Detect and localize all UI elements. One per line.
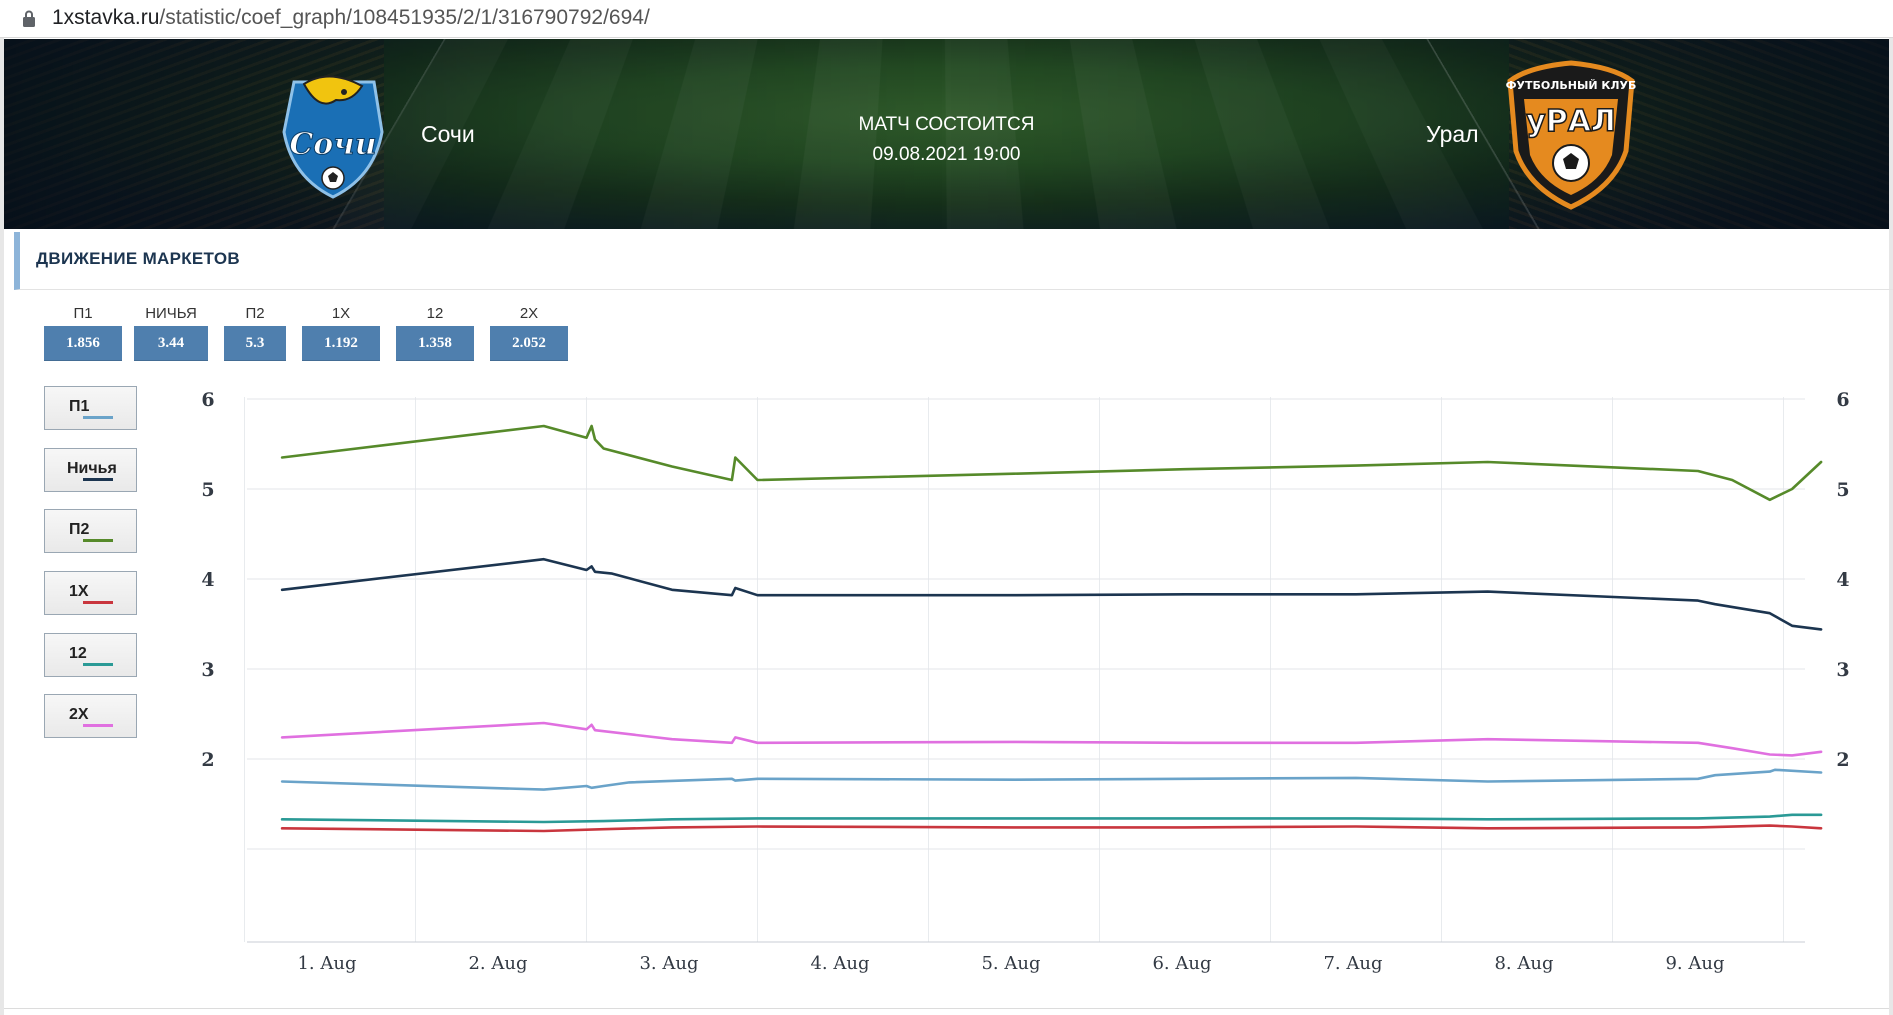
section-title: ДВИЖЕНИЕ МАРКЕТОВ [36,249,240,268]
series-line-2X[interactable] [280,721,1823,757]
y-tick-label-left: 6 [201,389,214,411]
y-tick-label-right: 5 [1836,479,1849,501]
legend-toggle-12[interactable]: 12 [44,633,137,677]
x-tick-label: 4. Aug [810,953,869,974]
odd-label: НИЧЬЯ [145,305,197,322]
odd-p1[interactable]: П1 1.856 [44,304,122,361]
odd-1x[interactable]: 1X 1.192 [302,304,380,361]
x-tick-label: 5. Aug [981,953,1040,974]
odd-value[interactable]: 1.192 [302,326,380,361]
legend-label: Ничья [67,460,117,477]
match-status-text: МАТЧ СОСТОИТСЯ [858,114,1035,135]
legend-label: 2X [69,706,89,723]
url-path: /statistic/coef_graph/108451935/2/1/3167… [159,6,650,29]
y-tick-label-right: 4 [1836,569,1849,591]
odd-value[interactable]: 1.856 [44,326,122,361]
x-tick-label: 8. Aug [1494,953,1553,974]
odd-p2[interactable]: П2 5.3 [224,304,286,361]
odd-label: П2 [245,305,265,322]
odd-value[interactable]: 5.3 [224,326,286,361]
legend-swatch [83,416,113,419]
chart-series[interactable] [280,424,1823,833]
series-line-П1[interactable] [280,768,1823,791]
page-bottom-divider [4,1008,1889,1009]
chart-y-axis: 2 2 3 3 4 4 5 5 6 6 [201,389,1849,771]
sochi-logo: Сочи [282,75,384,199]
legend-toggle-1x[interactable]: 1X [44,571,137,615]
legend-label: П1 [69,398,90,415]
x-tick-label: 7. Aug [1323,953,1382,974]
legend-toggle-p1[interactable]: П1 [44,386,137,430]
legend-swatch [83,663,113,666]
chart-x-axis: 1. Aug 2. Aug 3. Aug 4. Aug 5. Aug 6. Aug 7. A… [297,953,1724,974]
series-line-1X[interactable] [280,824,1823,833]
odd-label: 1X [331,305,351,322]
odd-2x[interactable]: 2X 2.052 [490,304,568,361]
chart-grid [244,397,1805,943]
lock-icon [23,10,35,27]
legend-toggle-p2[interactable]: П2 [44,509,137,553]
odd-12[interactable]: 12 1.358 [396,304,474,361]
away-team-name[interactable]: Урал [1426,121,1479,147]
legend-swatch [83,724,113,727]
odd-label: 12 [426,305,444,322]
series-line-П2[interactable] [280,424,1823,502]
legend-label: П2 [69,521,90,538]
legend-toggle-2x[interactable]: 2X [44,694,137,738]
svg-text:ФУТБОЛЬНЫЙ КЛУБ: ФУТБОЛЬНЫЙ КЛУБ [1506,79,1637,92]
x-tick-label: 2. Aug [468,953,527,974]
odd-value[interactable]: 1.358 [396,326,474,361]
home-team-name[interactable]: Сочи [421,121,475,147]
y-tick-label-right: 2 [1836,749,1849,771]
browser-address-bar[interactable]: 1xstavka.ru/statistic/coef_graph/1084519… [0,0,1893,38]
y-tick-label-left: 4 [201,569,214,591]
y-tick-label-right: 6 [1836,389,1849,411]
series-line-12[interactable] [280,813,1823,824]
svg-text:Сочи: Сочи [289,127,376,162]
match-header: Сочи Сочи МАТЧ СОСТОИТСЯ 09.08.2021 19:0… [4,39,1889,229]
legend-toggle-draw[interactable]: Ничья [44,448,137,492]
url-host: 1xstavka.ru [52,6,160,29]
url-text[interactable]: 1xstavka.ru/statistic/coef_graph/1084519… [52,6,650,30]
match-status-block: МАТЧ СОСТОИТСЯ 09.08.2021 19:00 [4,110,1889,170]
x-tick-label: 6. Aug [1152,953,1211,974]
legend-swatch [83,539,113,542]
odd-value[interactable]: 3.44 [134,326,208,361]
legend-swatch [83,478,113,481]
ural-logo: ФУТБОЛЬНЫЙ КЛУБ уРАЛ [1506,60,1637,210]
svg-text:уРАЛ: уРАЛ [1526,104,1616,139]
x-tick-label: 3. Aug [639,953,698,974]
odd-draw[interactable]: НИЧЬЯ 3.44 [134,304,208,361]
odd-label: 2X [519,305,539,322]
x-tick-label: 1. Aug [297,953,356,974]
page-left-border [0,38,4,1015]
legend-label: 1X [69,583,89,600]
legend-label: 12 [69,645,87,662]
odd-label: П1 [73,305,93,322]
legend-swatch [83,601,113,604]
y-tick-label-right: 3 [1836,659,1849,681]
y-tick-label-left: 2 [201,749,214,771]
page-right-border [1889,38,1893,1015]
markets-section-header: ДВИЖЕНИЕ МАРКЕТОВ [14,232,1893,290]
x-tick-label: 9. Aug [1665,953,1724,974]
y-tick-label-left: 3 [201,659,214,681]
series-line-Ничья[interactable] [280,557,1823,631]
match-datetime: 09.08.2021 19:00 [872,144,1021,165]
y-tick-label-left: 5 [201,479,214,501]
odd-value[interactable]: 2.052 [490,326,568,361]
